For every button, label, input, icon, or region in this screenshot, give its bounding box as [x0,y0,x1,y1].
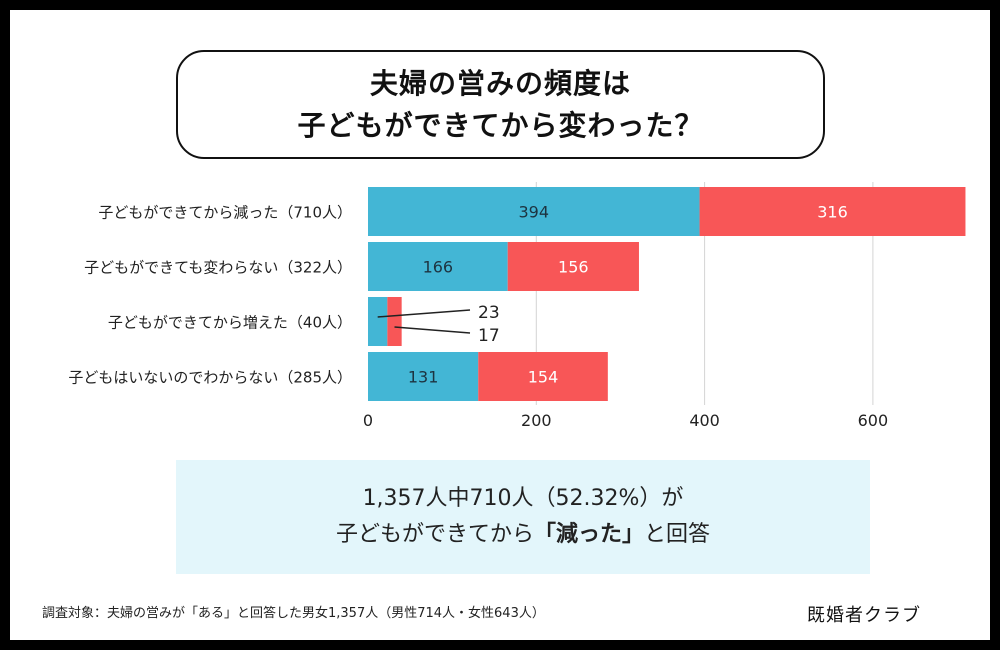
value-label-s1-r1: 156 [558,258,589,277]
summary-line-1: 1,357人中710人（52.32%）が [362,486,684,511]
value-label-s1-r3: 154 [528,368,559,387]
bar-s1-r3 [478,352,608,401]
brand-logo-text: 既婚者クラブ [807,605,921,626]
title-box: 夫婦の営みの頻度は 子どもができてから変わった？ [176,50,825,159]
value-label-s0-r0: 394 [519,203,550,222]
bar-s1-r0 [699,187,966,236]
x-tick-label-1: 200 [521,411,552,430]
summary-bracket-open: 「 [533,522,556,547]
value-label-s0-r1: 166 [423,258,454,277]
value-label-s0-r2: 23 [478,303,500,323]
category-label-1: 子どもができても変わらない（322人） [84,259,352,277]
bar-s0-r0 [368,187,700,236]
value-label-s1-r0: 316 [817,203,848,222]
value-label-s1-r2: 17 [478,326,500,346]
x-tick-label-3: 600 [858,411,889,430]
title-line-1: 夫婦の営みの頻度は [369,66,631,100]
leader-line-s1-r2 [394,326,471,334]
summary-emphasis: 減った [555,522,622,547]
title-line-2: 子どもができてから変わった？ [297,108,704,142]
summary-line-2: 子どもができてから「減った」と回答 [336,517,710,553]
bar-s0-r3 [368,352,479,401]
value-label-s0-r3: 131 [408,368,439,387]
leader-line-s0-r2 [377,309,471,318]
summary-box: 1,357人中710人（52.32%）が 子どもができてから「減った」と回答 [176,460,870,574]
footnote: 調査対象：夫婦の営みが「ある」と回答した男女1,357人（男性714人・女性64… [42,606,545,621]
summary-suffix: と回答 [644,522,711,547]
category-label-0: 子どもができてから減った（710人） [98,204,352,222]
bar-s1-r1 [507,242,639,291]
summary-bracket-close: 」 [622,522,645,547]
category-label-2: 子どもができてから増えた（40人） [108,314,352,332]
x-tick-label-0: 0 [363,411,373,430]
category-label-3: 子どもはいないのでわからない（285人） [68,369,352,387]
summary-prefix: 子どもができてから [335,522,534,547]
x-tick-label-2: 400 [689,411,720,430]
bar-s0-r1 [368,242,508,291]
bar-s1-r2 [387,297,402,346]
bar-s0-r2 [368,297,388,346]
